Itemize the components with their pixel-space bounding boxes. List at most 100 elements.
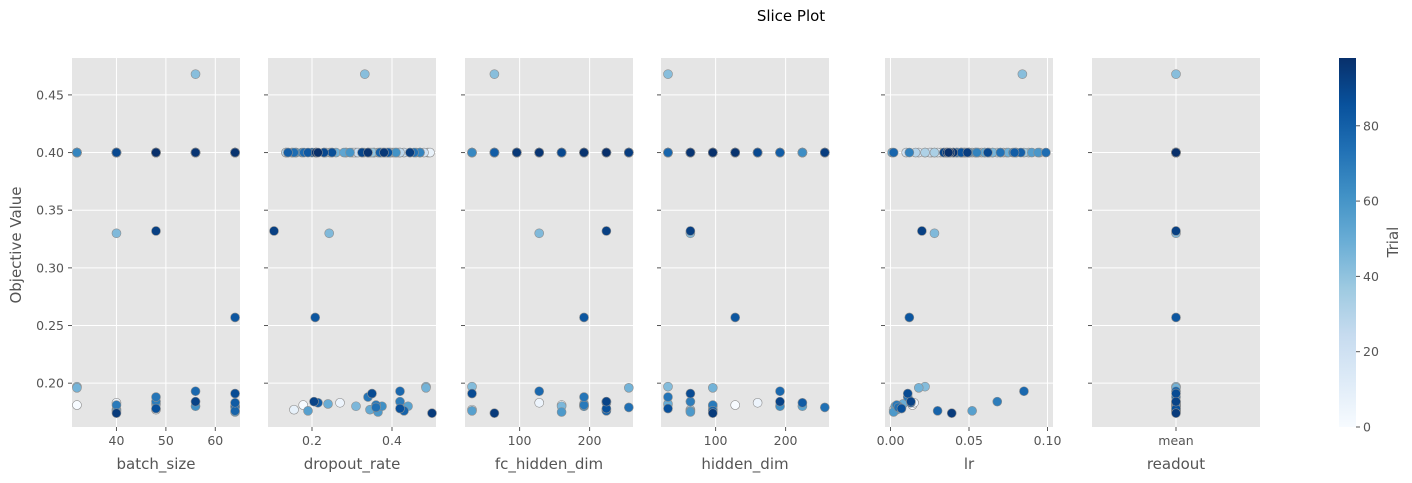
data-point <box>663 147 673 158</box>
y-tick-label: 0.20 <box>36 376 64 391</box>
data-point <box>335 397 345 408</box>
data-point <box>111 228 122 239</box>
data-point <box>579 312 589 323</box>
data-point <box>489 408 500 418</box>
y-axis-label: Objective Value <box>7 186 25 303</box>
data-point <box>943 147 954 158</box>
data-point <box>534 228 545 239</box>
data-point <box>752 397 763 408</box>
data-point <box>111 400 122 410</box>
data-point <box>601 396 612 407</box>
panel-lr: 0.00 0.05 0.10 lr <box>877 58 1062 473</box>
data-point <box>489 147 500 158</box>
data-point <box>1017 69 1028 79</box>
data-point <box>303 147 313 158</box>
data-point <box>685 226 696 236</box>
data-point <box>904 147 915 158</box>
data-point <box>324 228 335 239</box>
data-point <box>421 382 431 393</box>
data-point <box>556 407 567 417</box>
data-point <box>359 69 370 79</box>
data-point <box>289 404 299 415</box>
colorbar-bar <box>1339 58 1356 427</box>
data-point <box>917 226 927 236</box>
data-point <box>1171 147 1181 158</box>
x-tick-label: 0.10 <box>1034 433 1062 448</box>
data-point <box>663 381 673 392</box>
data-point <box>946 408 957 418</box>
data-point <box>363 147 373 158</box>
colorbar-tick-label: 40 <box>1363 269 1379 284</box>
data-point <box>1009 147 1020 158</box>
x-tick-label: 100 <box>704 433 728 448</box>
data-point <box>929 147 940 158</box>
data-point <box>663 403 673 414</box>
data-point <box>151 226 161 236</box>
data-point <box>1171 312 1181 323</box>
data-point <box>1171 388 1181 399</box>
data-point <box>797 397 808 408</box>
data-point <box>920 147 930 158</box>
colorbar-label: Trial <box>1384 227 1402 259</box>
data-point <box>896 403 907 414</box>
data-point <box>685 388 696 399</box>
data-point <box>902 388 913 399</box>
data-point <box>111 408 122 418</box>
x-tick-label: mean <box>1158 433 1193 448</box>
data-point <box>775 396 785 407</box>
y-tick-label: 0.35 <box>36 203 64 218</box>
panel-dropout-rate: 0.2 0.4 dropout_rate <box>264 58 437 474</box>
data-point <box>405 147 415 158</box>
data-point <box>283 147 293 158</box>
data-point <box>190 386 201 397</box>
data-point <box>190 69 201 79</box>
x-tick-label: 40 <box>109 433 125 448</box>
colorbar-tick-label: 0 <box>1363 420 1371 435</box>
data-point <box>303 406 313 416</box>
panel-hidden-dim: 100 200 hidden_dim <box>657 58 830 474</box>
data-point <box>929 228 940 239</box>
x-axis-label: fc_hidden_dim <box>495 455 603 474</box>
colorbar-tick-label: 60 <box>1363 194 1379 209</box>
data-point <box>775 386 785 397</box>
data-point <box>310 312 321 323</box>
data-point <box>579 392 589 402</box>
panel-readout: mean readout <box>1088 58 1260 473</box>
data-point <box>663 69 673 79</box>
x-axis-label: hidden_dim <box>701 455 788 474</box>
data-point <box>730 147 741 158</box>
data-point <box>983 147 993 158</box>
data-point <box>623 402 634 413</box>
data-point <box>685 396 696 407</box>
x-tick-label: 60 <box>207 433 223 448</box>
data-point <box>995 147 1006 158</box>
data-point <box>707 382 718 393</box>
data-point <box>467 406 477 416</box>
y-tick-label: 0.25 <box>36 318 64 333</box>
data-point <box>367 388 377 399</box>
data-point <box>269 226 279 236</box>
data-point <box>932 406 943 416</box>
data-point <box>972 147 982 158</box>
data-point <box>601 226 612 236</box>
plot-area-background <box>465 58 633 427</box>
data-point <box>534 147 545 158</box>
data-point <box>351 401 361 412</box>
x-axis-label: dropout_rate <box>304 455 401 474</box>
data-point <box>623 382 634 393</box>
data-point <box>467 147 477 158</box>
data-point <box>190 147 201 158</box>
data-point <box>730 400 741 410</box>
x-tick-label: 0.00 <box>877 433 905 448</box>
data-point <box>1019 386 1029 397</box>
data-point <box>534 397 545 408</box>
data-point <box>797 147 808 158</box>
x-tick-label: 200 <box>774 433 798 448</box>
panels: 0.20 0.25 0.30 0.35 0.40 0.45 40 50 60 batch_size… <box>36 58 1260 474</box>
x-tick-label: 0.05 <box>955 433 983 448</box>
x-axis-label: readout <box>1147 455 1205 473</box>
data-point <box>379 147 389 158</box>
data-point <box>819 402 830 413</box>
plot-area-background <box>661 58 829 427</box>
